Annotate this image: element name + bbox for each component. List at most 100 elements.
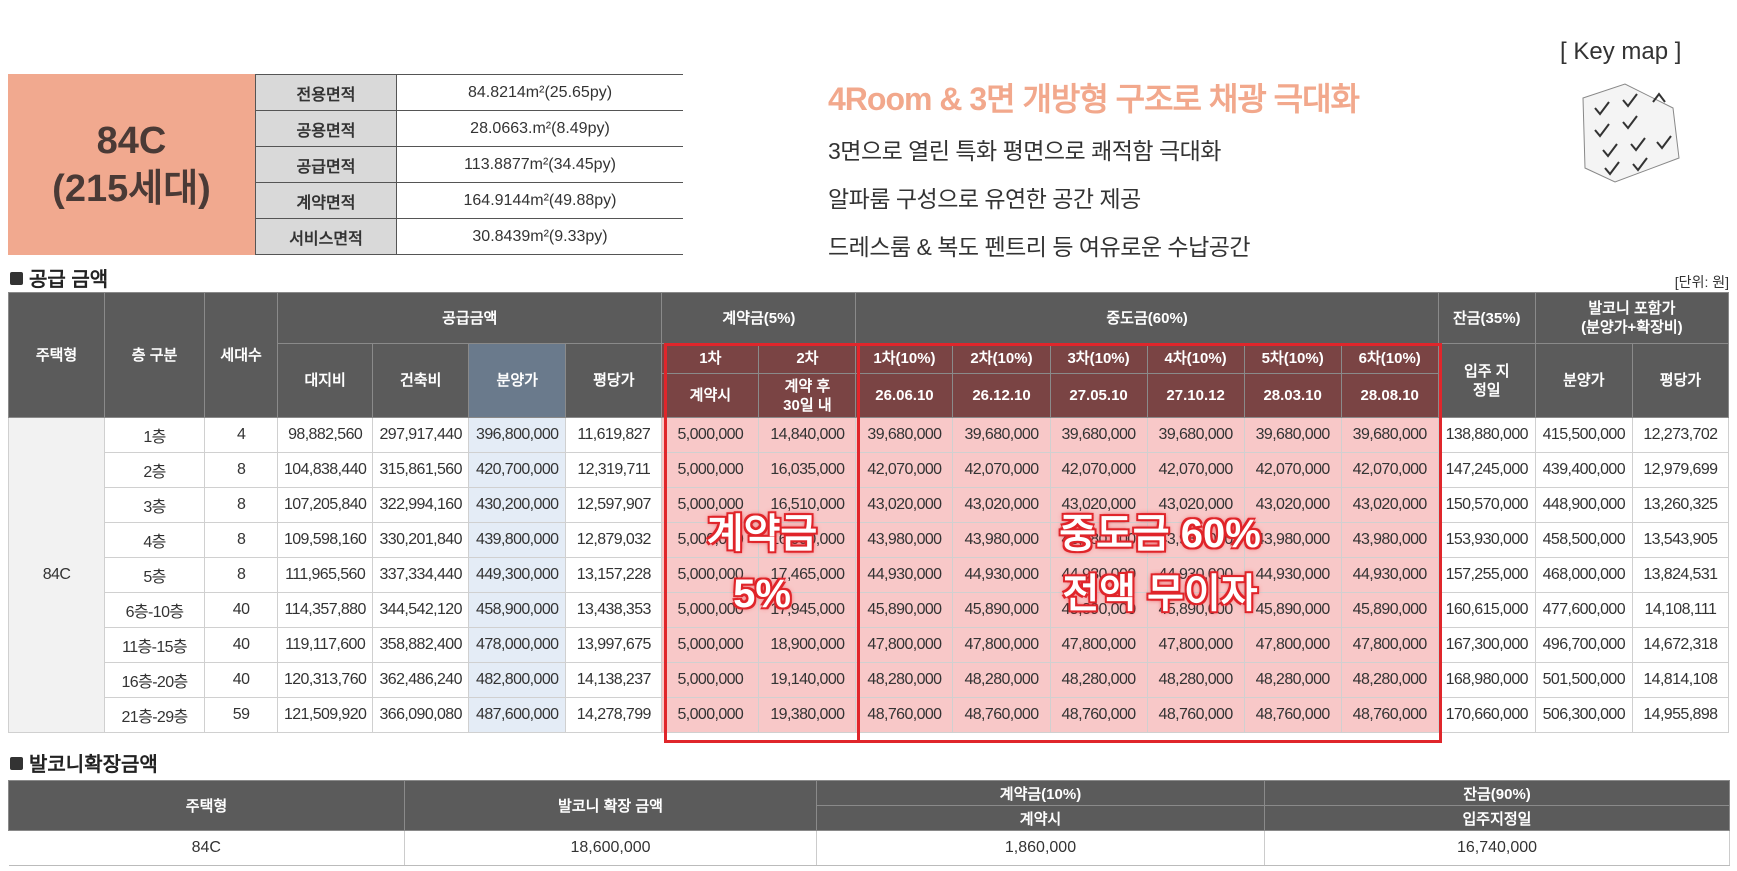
- table-row: 5층 8 111,965,560 337,334,440 449,300,000 13,1…: [9, 557, 1730, 593]
- area-value: 84.8214m²(25.65py): [396, 74, 683, 111]
- th-floor: 층 구분: [104, 292, 206, 418]
- deposit-overlay-line2: 5%: [733, 572, 791, 616]
- build-cell: 315,861,560: [372, 452, 470, 488]
- middle2-cell: 47,800,000: [952, 627, 1051, 663]
- sale-cell: 430,200,000: [468, 487, 567, 523]
- deposit1-cell: 5,000,000: [661, 557, 760, 593]
- deposit2-cell: 16,510,000: [758, 487, 857, 523]
- middle2-cell: 44,930,000: [952, 557, 1051, 593]
- land-cell: 120,313,760: [277, 662, 374, 698]
- land-cell: 109,598,160: [277, 522, 374, 558]
- balcony-amount: 18,600,000: [404, 830, 817, 866]
- middle6-cell: 48,280,000: [1341, 662, 1439, 698]
- balance-cell: 138,880,000: [1438, 417, 1536, 453]
- unit-type-box: 84C (215세대): [8, 74, 255, 255]
- middle6-cell: 45,890,000: [1341, 592, 1439, 628]
- land-cell: 119,117,600: [277, 627, 374, 663]
- middle2-cell: 43,020,000: [952, 487, 1051, 523]
- build-cell: 362,486,240: [372, 662, 470, 698]
- middle6-cell: 44,930,000: [1341, 557, 1439, 593]
- land-cell: 111,965,560: [277, 557, 374, 593]
- middle3-cell: 43,980,000: [1050, 522, 1148, 558]
- feature-3: 드레스룸 & 복도 펜트리 등 여유로운 수납공간: [828, 234, 1251, 260]
- deposit2-cell: 14,840,000: [758, 417, 857, 453]
- count-cell: 8: [204, 557, 279, 593]
- per-pyeong-cell: 12,319,711: [565, 452, 663, 488]
- balcony-per-cell: 12,979,699: [1632, 452, 1730, 488]
- floor-cell: 21층-29층: [104, 697, 206, 733]
- middle4-cell: 39,680,000: [1147, 417, 1245, 453]
- middle4-cell: 45,890,000: [1147, 592, 1245, 628]
- middle4-cell: 48,280,000: [1147, 662, 1245, 698]
- th-build: 건축비: [372, 343, 470, 418]
- land-cell: 98,882,560: [277, 417, 374, 453]
- balance-cell: 157,255,000: [1438, 557, 1536, 593]
- table-row: 3층 8 107,205,840 322,994,160 430,200,000 12,5…: [9, 487, 1730, 523]
- area-label: 공급면적: [255, 146, 397, 183]
- per-pyeong-cell: 13,997,675: [565, 627, 663, 663]
- area-row: 공용면적 28.0663.m²(8.49py): [255, 110, 683, 147]
- area-value: 113.8877m²(34.45py): [396, 146, 683, 183]
- th-land: 대지비: [277, 343, 374, 418]
- balcony-per-cell: 13,543,905: [1632, 522, 1730, 558]
- balcony-sale-cell: 439,400,000: [1535, 452, 1633, 488]
- price-table: 주택형 층 구분 세대수 공급금액 계약금(5%) 중도금(60%) 잔금(35…: [7, 292, 1730, 733]
- th-balance-sub: 입주 지정일: [1437, 343, 1536, 418]
- th-mid2: 2차(10%): [952, 343, 1051, 374]
- bullet-square-icon: [10, 272, 23, 285]
- deposit2-cell: 16,990,000: [758, 522, 857, 558]
- middle6-cell: 39,680,000: [1341, 417, 1439, 453]
- balcony-title-text: 발코니확장금액: [29, 754, 158, 776]
- headline: 4Room & 3면 개방형 구조로 채광 극대화: [828, 81, 1360, 117]
- middle5-cell: 42,070,000: [1244, 452, 1342, 488]
- per-pyeong-cell: 14,278,799: [565, 697, 663, 733]
- middle1-cell: 44,930,000: [855, 557, 954, 593]
- keymap-image: [1582, 83, 1680, 183]
- land-cell: 114,357,880: [277, 592, 374, 628]
- balcony-sale-cell: 458,500,000: [1535, 522, 1633, 558]
- balcony-table: 주택형 발코니 확장 금액 계약금(10%) 잔금(90%) 계약시 입주지정일…: [8, 780, 1730, 866]
- area-label: 공용면적: [255, 110, 397, 147]
- th-count: 세대수: [204, 292, 279, 418]
- middle3-cell: 44,930,000: [1050, 557, 1148, 593]
- balcony-deposit: 1,860,000: [816, 830, 1265, 866]
- balcony-th-deposit: 계약금(10%): [816, 780, 1265, 806]
- per-pyeong-cell: 12,597,907: [565, 487, 663, 523]
- middle1-cell: 39,680,000: [855, 417, 954, 453]
- th-mid-date6: 28.08.10: [1340, 373, 1439, 418]
- th-balcony-incl-label: 발코니 포함가: [1588, 300, 1676, 317]
- build-cell: 322,994,160: [372, 487, 470, 523]
- floor-cell: 2층: [104, 452, 206, 488]
- deposit2-cell: 17,465,000: [758, 557, 857, 593]
- sale-cell: 396,800,000: [468, 417, 567, 453]
- per-pyeong-cell: 13,157,228: [565, 557, 663, 593]
- build-cell: 358,882,400: [372, 627, 470, 663]
- area-row: 공급면적 113.8877m²(34.45py): [255, 146, 683, 183]
- floor-cell: 4층: [104, 522, 206, 558]
- balcony-sale-cell: 477,600,000: [1535, 592, 1633, 628]
- balcony-per-cell: 14,108,111: [1632, 592, 1730, 628]
- floor-cell: 1층: [104, 417, 206, 453]
- balcony-per-cell: 14,814,108: [1632, 662, 1730, 698]
- th-dep2: 2차: [758, 343, 857, 374]
- th-mid-date5: 28.03.10: [1243, 373, 1342, 418]
- th-b-per: 평당가: [1631, 343, 1730, 418]
- land-cell: 104,838,440: [277, 452, 374, 488]
- balcony-sale-cell: 501,500,000: [1535, 662, 1633, 698]
- build-cell: 337,334,440: [372, 557, 470, 593]
- table-row: 6층-10층 40 114,357,880 344,542,120 458,900,00…: [9, 592, 1730, 628]
- balcony-th-deposit-sub: 계약시: [816, 805, 1265, 831]
- floor-cell: 5층: [104, 557, 206, 593]
- floor-cell: 11층-15층: [104, 627, 206, 663]
- feature-1: 3면으로 열린 특화 평면으로 쾌적함 극대화: [828, 138, 1221, 164]
- middle1-cell: 45,890,000: [855, 592, 954, 628]
- deposit2-cell: 19,140,000: [758, 662, 857, 698]
- count-cell: 40: [204, 662, 279, 698]
- unit-households: (215세대): [52, 167, 211, 210]
- middle3-cell: 47,800,000: [1050, 627, 1148, 663]
- balcony-balance: 16,740,000: [1264, 830, 1730, 866]
- middle6-cell: 47,800,000: [1341, 627, 1439, 663]
- keymap-title: [ Key map ]: [1560, 38, 1682, 65]
- deposit1-cell: 5,000,000: [661, 522, 760, 558]
- sale-cell: 420,700,000: [468, 452, 567, 488]
